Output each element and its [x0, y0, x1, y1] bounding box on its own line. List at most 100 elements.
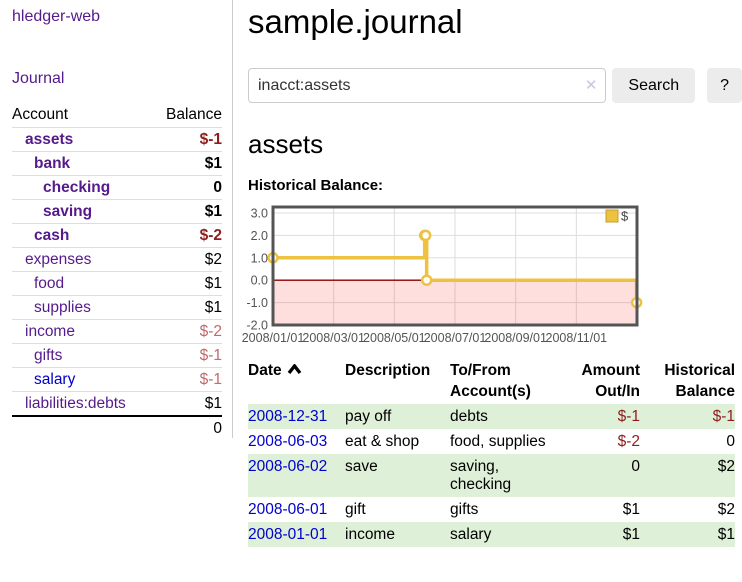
account-link[interactable]: cash [34, 227, 70, 244]
account-link[interactable]: salary [34, 371, 76, 388]
chart-point [420, 274, 433, 286]
register-header-accounts: To/From Account(s) [450, 362, 531, 400]
register-balance: 0 [726, 433, 735, 450]
account-row: cash $-2 [12, 223, 222, 248]
register-balance: $2 [717, 458, 735, 475]
account-tree-header-row: Account Balance [12, 103, 222, 128]
account-row: gifts $-1 [12, 343, 222, 368]
help-button[interactable]: ? [707, 68, 742, 103]
register-body: 2008-12-31 pay off debts $-1 $-1 2008-06-03 ea… [248, 404, 735, 547]
search-button[interactable]: Search [612, 68, 696, 103]
x-tick-label: 2008/05/01 [363, 331, 426, 345]
register-amount: $1 [622, 526, 640, 543]
account-name-cell: bank [12, 152, 153, 176]
account-balance: $1 [204, 275, 222, 292]
account-row: checking 0 [12, 175, 222, 200]
register-amount: $-2 [617, 433, 640, 450]
account-column-header: Account [12, 106, 69, 123]
search-input[interactable] [248, 68, 607, 103]
account-balance: $-2 [199, 323, 222, 340]
account-balance: $-1 [199, 131, 222, 148]
sidebar: hledger-web Journal Account Balance asse… [0, 0, 233, 438]
register-header-balance: Historical Balance [664, 362, 735, 400]
account-link[interactable]: liabilities:debts [25, 395, 126, 412]
account-link[interactable]: expenses [25, 251, 92, 268]
account-balance: $1 [204, 395, 222, 412]
account-balance: $2 [204, 251, 222, 268]
app-title-link[interactable]: hledger-web [12, 8, 101, 25]
x-tick-label: 2008/09/01 [484, 331, 547, 345]
account-row: supplies $1 [12, 295, 222, 320]
account-total-row: 0 [12, 416, 222, 440]
register-date-link[interactable]: 2008-06-01 [248, 501, 328, 518]
register-date-link[interactable]: 2008-06-02 [248, 458, 328, 475]
historical-balance-chart: $3.0 2.0 1.0 0.0 -1.0 -2.0 2008/01/01 2008/03/0… [242, 201, 742, 349]
account-balance: $1 [204, 203, 222, 220]
account-link[interactable]: income [25, 323, 75, 340]
register-row: 2008-06-02 save saving, checking 0 $2 [248, 454, 735, 497]
register-date-link[interactable]: 2008-06-03 [248, 433, 328, 450]
register-description: pay off [345, 408, 392, 425]
register-date-cell: 2008-06-03 [248, 429, 345, 454]
x-tick-label: 2008/01/01 [242, 331, 305, 345]
y-tick-label: 0.0 [251, 274, 268, 288]
negative-region [273, 280, 637, 325]
chart-legend: $ [605, 209, 629, 224]
register-accounts: gifts [450, 501, 479, 518]
search-input-wrap: ✕ [248, 68, 607, 103]
register-accounts: salary [450, 526, 492, 543]
legend-swatch [605, 209, 619, 223]
account-name-cell: saving [12, 200, 153, 224]
register-date-link[interactable]: 2008-01-01 [248, 526, 328, 543]
account-balance: 0 [213, 179, 222, 196]
account-link[interactable]: saving [43, 203, 93, 220]
y-tick-label: 3.0 [251, 207, 268, 221]
register-balance: $-1 [712, 408, 735, 425]
register-amount: $1 [622, 501, 640, 518]
chart-border [271, 205, 639, 327]
register-row: 2008-06-03 eat & shop food, supplies $-2 0 [248, 429, 735, 454]
register-accounts: saving, checking [450, 458, 512, 493]
account-link[interactable]: checking [43, 179, 111, 196]
register-description: income [345, 526, 395, 543]
register-date-cell: 2008-12-31 [248, 404, 345, 429]
register-header-row: Date Description To/From Account(s) Amou… [248, 358, 735, 404]
account-name-cell: food [12, 272, 153, 296]
account-row: assets $-1 [12, 127, 222, 152]
account-link[interactable]: gifts [34, 347, 63, 364]
clear-search-icon[interactable]: ✕ [584, 77, 598, 94]
y-tick-label: 1.0 [251, 251, 268, 265]
register-balance: $1 [717, 526, 735, 543]
register-header-date[interactable]: Date [248, 358, 345, 404]
x-tick-label: 2008/07/01 [424, 331, 487, 345]
register-accounts: debts [450, 408, 488, 425]
register-table: Date Description To/From Account(s) Amou… [248, 358, 735, 547]
account-balance: $1 [204, 155, 222, 172]
journal-nav-link[interactable]: Journal [12, 70, 65, 87]
account-name-cell: salary [12, 368, 153, 392]
chart-axis-labels: 3.0 2.0 1.0 0.0 -1.0 -2.02008/01/012008/03/01… [242, 207, 607, 346]
y-tick-label: -2.0 [246, 319, 268, 333]
account-link[interactable]: supplies [34, 299, 91, 316]
register-amount: $-1 [617, 408, 640, 425]
account-link[interactable]: bank [34, 155, 71, 172]
register-accounts: food, supplies [450, 433, 546, 450]
register-row: 2008-01-01 income salary $1 $1 [248, 522, 735, 547]
account-row: bank $1 [12, 151, 222, 176]
account-tree-body: assets $-1 bank $1 checking 0 saving $1 cash $-2 e… [12, 127, 222, 441]
account-balance: $1 [204, 299, 222, 316]
register-date-link[interactable]: 2008-12-31 [248, 408, 328, 425]
account-row: income $-2 [12, 319, 222, 344]
account-name-cell: checking [12, 176, 153, 200]
account-balance: $-1 [199, 371, 222, 388]
account-link[interactable]: food [34, 275, 65, 292]
chart-point [419, 229, 432, 242]
account-balance: $-2 [199, 227, 222, 244]
y-tick-label: 2.0 [251, 229, 268, 243]
register-date-cell: 2008-01-01 [248, 522, 345, 547]
account-name-cell: income [12, 320, 153, 344]
register-amount: 0 [631, 458, 640, 475]
search-form: ✕ Search ? [248, 68, 742, 103]
account-name-cell: supplies [12, 296, 153, 320]
account-link[interactable]: assets [25, 131, 74, 148]
